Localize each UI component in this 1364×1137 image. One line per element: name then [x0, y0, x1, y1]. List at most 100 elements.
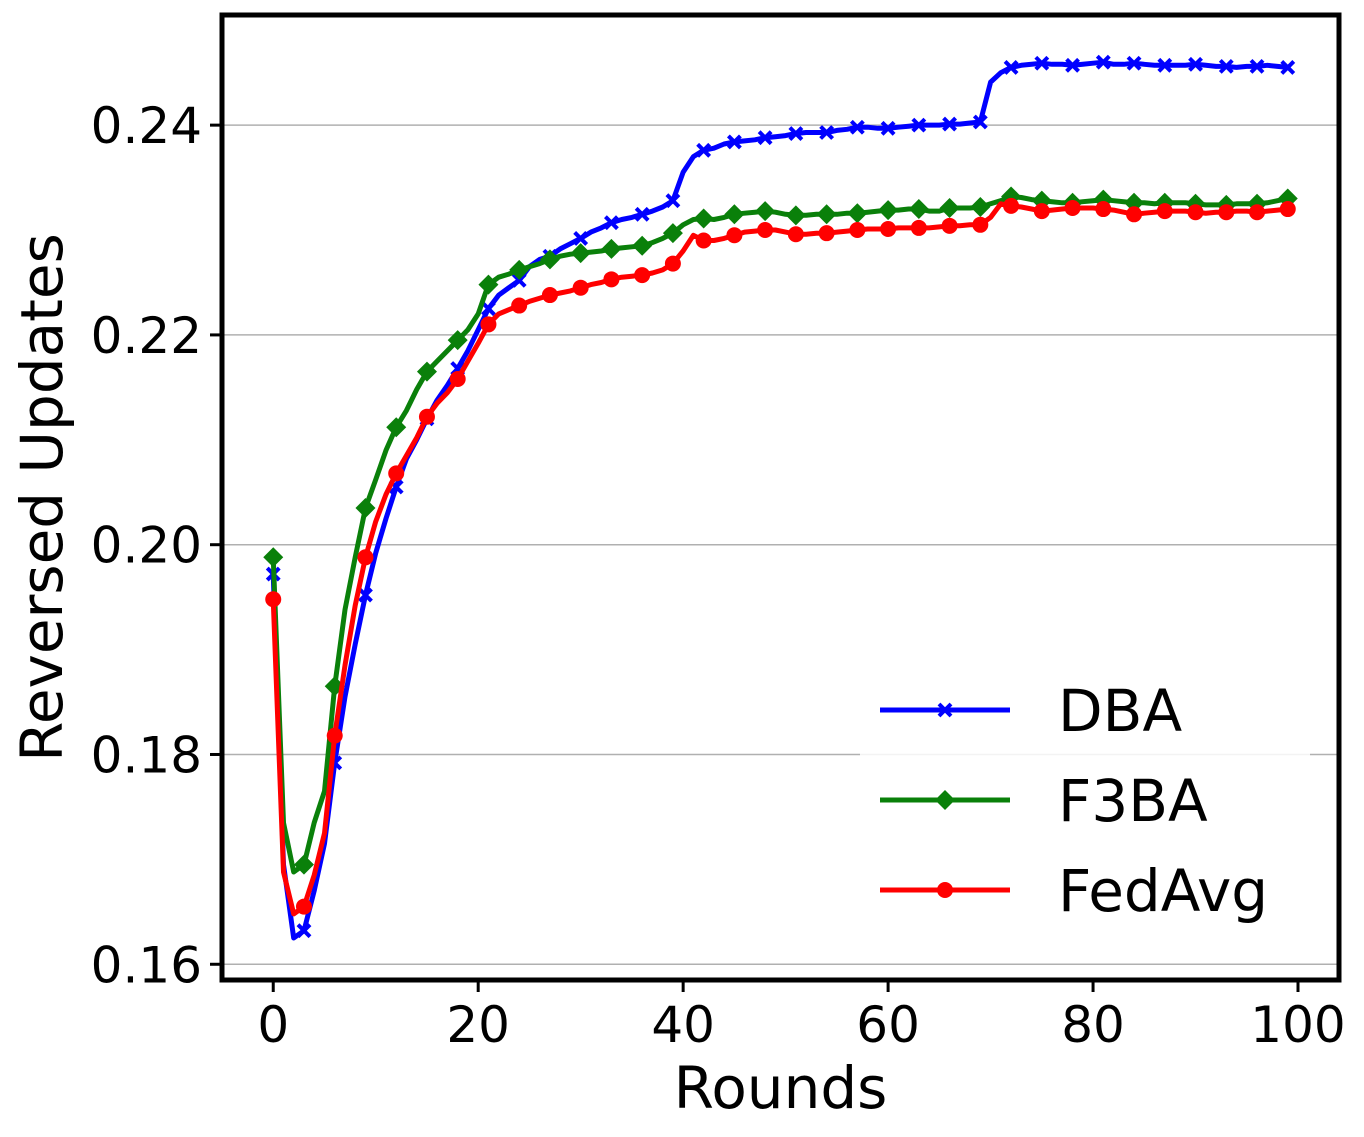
x-marker-stroke — [911, 117, 927, 133]
data-point — [632, 235, 653, 256]
x-marker-stroke — [942, 116, 958, 132]
legend-label: FedAvg — [1058, 857, 1268, 925]
data-point — [447, 330, 468, 351]
data-point — [634, 267, 651, 284]
data-point — [757, 222, 774, 239]
x-marker-stroke — [696, 142, 712, 158]
series-line — [270, 201, 1289, 917]
data-point — [293, 854, 314, 875]
data-point — [662, 223, 683, 244]
data-point — [326, 727, 343, 744]
data-point — [1280, 60, 1296, 75]
x-tick-label: 20 — [446, 996, 510, 1054]
data-point — [911, 117, 927, 133]
x-marker-stroke — [1095, 54, 1111, 70]
x-tick-label: 100 — [1250, 996, 1345, 1054]
data-point — [908, 199, 929, 220]
x-marker-stroke — [726, 134, 742, 150]
circle-marker — [937, 882, 953, 898]
y-tick-label: 0.16 — [91, 936, 202, 994]
y-tick-label: 0.18 — [91, 726, 202, 784]
data-point — [941, 217, 958, 234]
x-marker-stroke — [665, 193, 681, 209]
data-point — [603, 271, 620, 288]
x-marker-stroke — [880, 120, 896, 136]
legend-entry: FedAvg — [880, 857, 1268, 925]
y-tick-label: 0.20 — [91, 517, 202, 575]
data-point — [418, 408, 435, 425]
x-tick-label: 80 — [1061, 996, 1125, 1054]
x-marker — [937, 702, 953, 718]
x-marker-stroke — [388, 479, 404, 495]
data-point — [1249, 204, 1266, 221]
data-point — [1249, 58, 1265, 74]
data-point — [695, 232, 712, 249]
x-marker-stroke — [1065, 57, 1080, 73]
x-marker-stroke — [603, 215, 619, 231]
data-point — [1218, 204, 1235, 221]
x-marker-stroke — [849, 119, 865, 135]
x-marker-stroke — [1188, 56, 1203, 72]
data-series — [263, 54, 1298, 941]
data-point — [1064, 200, 1081, 216]
data-point — [449, 370, 466, 387]
x-marker-stroke — [937, 702, 953, 718]
x-tick-label: 60 — [856, 996, 920, 1054]
data-point — [696, 142, 712, 158]
data-point — [1095, 201, 1112, 218]
data-point — [1188, 56, 1203, 72]
series-line — [270, 59, 1289, 941]
data-point — [849, 222, 866, 239]
data-point — [511, 272, 527, 288]
data-point — [818, 225, 835, 242]
x-marker-stroke — [1157, 57, 1173, 73]
x-marker-stroke — [1218, 58, 1234, 74]
data-point — [1157, 57, 1173, 73]
data-point — [755, 201, 776, 222]
data-point — [847, 203, 868, 224]
data-point — [724, 204, 745, 225]
data-point — [1033, 203, 1050, 220]
data-point — [541, 287, 558, 304]
data-point — [664, 255, 681, 272]
data-point — [480, 316, 497, 333]
data-point — [972, 114, 988, 130]
data-point — [416, 361, 437, 382]
data-point — [355, 497, 376, 518]
data-point — [570, 243, 591, 264]
legend: DBA F3BA FedAvg — [860, 660, 1310, 950]
data-point — [942, 116, 958, 132]
series-line — [270, 194, 1289, 875]
data-point — [1034, 55, 1050, 71]
data-point — [1126, 55, 1142, 71]
y-tick-label: 0.24 — [91, 97, 202, 155]
data-point — [726, 227, 743, 244]
data-point — [878, 200, 899, 221]
data-point — [788, 126, 804, 141]
data-point — [478, 274, 499, 295]
data-point — [357, 549, 374, 566]
x-marker-stroke — [788, 126, 804, 141]
y-axis-title: Reversed Updates — [8, 233, 76, 762]
data-point — [386, 417, 407, 438]
legend-label: F3BA — [1058, 767, 1208, 835]
legend-entry: DBA — [880, 677, 1182, 745]
data-point — [787, 226, 804, 243]
data-point — [757, 130, 773, 146]
x-tick-label: 0 — [257, 996, 289, 1054]
data-point — [726, 134, 742, 150]
data-point — [1187, 204, 1204, 221]
data-point — [634, 206, 650, 222]
data-point — [1065, 57, 1080, 73]
data-point — [665, 193, 681, 209]
axis-ticks: 0.16 0.18 0.20 0.22 0.24 0 20 40 60 80 100 — [91, 97, 1346, 1054]
series-fedavg — [265, 197, 1296, 917]
x-axis-title: Rounds — [674, 1054, 888, 1122]
x-marker-stroke — [1280, 60, 1296, 75]
data-point — [388, 465, 405, 482]
data-point — [265, 591, 282, 608]
data-point — [880, 220, 897, 237]
diamond-marker — [935, 790, 955, 810]
data-point — [785, 205, 806, 226]
series-markers — [265, 54, 1296, 939]
